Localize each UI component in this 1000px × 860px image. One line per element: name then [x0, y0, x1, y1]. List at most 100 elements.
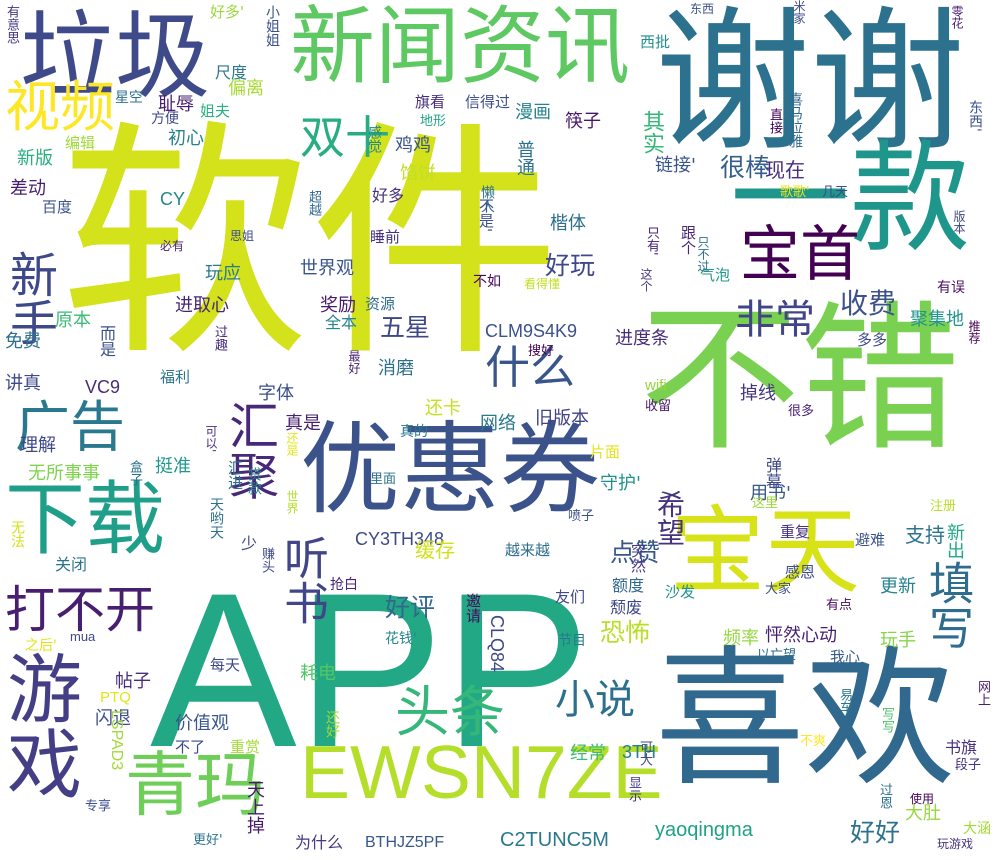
- word-3th-119: 3TH: [622, 742, 657, 762]
- word-zh-117: 还好: [324, 710, 340, 738]
- word-zh-91: 挺准: [155, 456, 191, 477]
- word-zh-181: 不爽: [800, 734, 827, 749]
- word-zh-77: 资源: [365, 295, 396, 313]
- word-app-1: APP: [150, 547, 591, 793]
- word-zh-4: 喜欢: [655, 633, 956, 807]
- word-zh-51: 馅饼: [400, 163, 436, 184]
- word-ewsn7ze-9: EWSN7ZE: [300, 730, 663, 814]
- word-zh-18: 双十: [300, 111, 391, 164]
- word-zh-8: 垃圾: [20, 2, 211, 112]
- word-zh-150: 这个: [639, 268, 653, 292]
- word-zh-114: 价值观: [175, 713, 229, 734]
- word-zh-159: 东西': [967, 100, 983, 132]
- word-zh-153: 版本: [952, 210, 966, 234]
- word-zh-148: 跟个: [679, 225, 697, 255]
- word-zh-99: 重复: [780, 523, 811, 541]
- word-zh-73: 好多': [210, 3, 245, 21]
- word-zh-49: 掉线: [740, 383, 776, 404]
- word-zh-32: 很棒: [720, 153, 771, 182]
- word-zh-135: 注册: [930, 499, 957, 514]
- word-zh-23: 填写: [921, 560, 974, 650]
- word-zh-154: 只不过: [696, 236, 710, 272]
- word-zh-185: 推荐: [967, 320, 981, 344]
- word-zh-63: 初心: [168, 128, 204, 149]
- word-zh-69: 差动: [10, 178, 46, 199]
- word-zh-17: 广告: [15, 395, 126, 459]
- word-zh-37: 好好: [850, 818, 901, 847]
- word-zh-189: 还是: [285, 432, 299, 456]
- word-zh-103: 友们: [555, 588, 586, 606]
- word-zh-104: 沙发: [665, 583, 696, 601]
- word-zh-56: 普通: [514, 140, 535, 176]
- word-zh-21: 新手: [1, 250, 57, 346]
- word-zh-157: 零花: [950, 5, 964, 29]
- word-zh-109: 耗电: [300, 663, 336, 684]
- word-zh-193: 赚头: [259, 547, 274, 573]
- word-zh-133: 收留: [645, 399, 672, 414]
- word-zh-122: 天上掉: [244, 780, 265, 834]
- word-zh-80: 免费: [5, 331, 41, 352]
- word-zh-132: 聚集地: [910, 309, 964, 330]
- word-zh-28: 五星: [380, 313, 431, 342]
- word-zh-6: 新闻资讯: [290, 0, 631, 97]
- word-c2tunc5m-42: C2TUNC5M: [500, 829, 609, 851]
- word-zh-163: 最好: [347, 350, 361, 374]
- word-zh-201: 少: [241, 534, 258, 553]
- word-zh-79: 原本: [55, 310, 91, 331]
- word-zh-86: 真是: [285, 413, 321, 434]
- word-vc9-82: VC9: [85, 377, 121, 397]
- word-zh-196: 额度: [612, 576, 645, 595]
- word-zh-124: 大涵: [963, 821, 991, 837]
- word-zh-168: 感觉: [366, 125, 382, 153]
- word-zh-70: 百度: [42, 198, 73, 216]
- word-zh-155: 喜马拉雅: [787, 92, 803, 148]
- word-zh-115: 不了: [175, 738, 206, 756]
- word-zh-200: 天哟天: [208, 497, 224, 539]
- word-zh-183: 网上: [975, 680, 990, 706]
- word-zh-134: 很多: [788, 404, 815, 419]
- word-zh-78: 全本: [325, 313, 358, 332]
- word-zh-194: 抢白: [330, 577, 358, 593]
- word-cy-71: CY: [160, 189, 186, 209]
- word-zh-149: 气泡: [700, 266, 731, 284]
- word-zh-156: 直接: [767, 108, 782, 134]
- word-zh-74: 玩应: [205, 263, 241, 284]
- word-zh-62: 耻辱: [158, 94, 194, 115]
- word-zh-29: 好评: [385, 593, 436, 622]
- word-zh-145: 不如: [473, 274, 501, 290]
- word-zh-48: 进度条: [615, 328, 669, 349]
- word-zh-121: 大肚: [905, 803, 941, 824]
- word-zh-65: 星空: [115, 90, 143, 106]
- word-zh-52: 漫画: [515, 102, 551, 123]
- word-zh-33: 好玩: [545, 251, 596, 280]
- word-zh-182: 易车: [837, 688, 852, 714]
- word-zh-138: 大家: [765, 582, 792, 597]
- word-zh-64: 姐夫: [200, 102, 231, 120]
- word-zh-197: 颓废: [610, 598, 643, 617]
- word-zh-55: 筷子: [565, 111, 601, 132]
- word-zh-11: 下载: [5, 473, 165, 566]
- word-zh-25: 什么: [485, 341, 576, 394]
- word-zh-96: 缓存: [415, 538, 455, 562]
- word-zh-187: 这里: [752, 496, 779, 511]
- word-zh-165: 必有: [160, 239, 185, 253]
- word-zh-66: 方便: [151, 111, 179, 127]
- word-zh-111: 每天: [210, 656, 241, 674]
- word-zh-161: 小姐姐: [264, 5, 280, 47]
- word-zh-68: 新版: [17, 148, 53, 169]
- word-zh-195: 邀请: [464, 593, 482, 623]
- word-zh-107: 玩手: [880, 630, 916, 651]
- word-zh-19: 汇聚: [221, 400, 279, 500]
- word-zh-144: 看得懂: [524, 277, 561, 291]
- word-zh-199: 真的: [400, 424, 428, 440]
- word-zh-170: 懒人: [479, 185, 495, 213]
- word-zh-92: 片面: [590, 443, 621, 461]
- word-zh-15: 头条: [395, 680, 506, 744]
- word-zh-16: 视频: [5, 75, 116, 139]
- word-zh-34: 支持: [905, 523, 945, 547]
- word-zh-151: 歌歌': [780, 185, 810, 200]
- word-zh-30: 恐怖: [600, 618, 651, 647]
- word-zh-39: 进取心: [175, 295, 229, 316]
- word-zh-198: 而是: [97, 325, 116, 357]
